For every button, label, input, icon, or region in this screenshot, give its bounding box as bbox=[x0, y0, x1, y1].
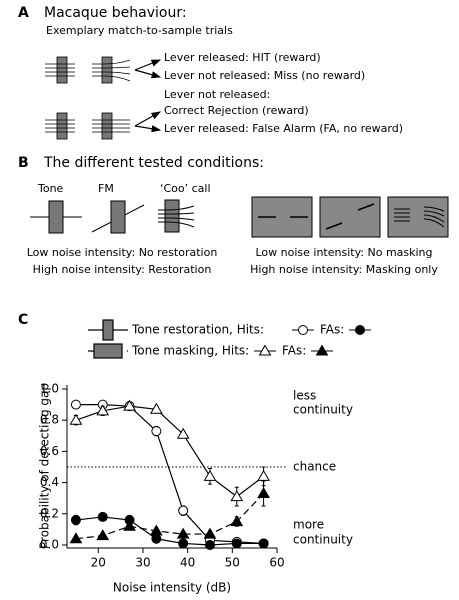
data-point bbox=[178, 538, 189, 549]
stimulus-label: ‘Coo’ call bbox=[160, 182, 211, 195]
x-tick-label: 20 bbox=[91, 556, 106, 570]
note: High noise intensity: Restoration bbox=[33, 263, 212, 276]
data-point bbox=[123, 399, 136, 411]
outcome: Correct Rejection (reward) bbox=[164, 104, 309, 117]
y-tick-label: 0.8 bbox=[40, 413, 59, 427]
outcome: Lever released: HIT (reward) bbox=[164, 51, 321, 64]
note: Low noise intensity: No restoration bbox=[27, 246, 218, 259]
annotation: less bbox=[293, 389, 316, 403]
data-point bbox=[203, 527, 217, 539]
x-tick-label: 30 bbox=[135, 556, 150, 570]
panel-title: Macaque behaviour: bbox=[44, 5, 187, 21]
series-line bbox=[75, 405, 264, 498]
arrows bbox=[134, 59, 162, 133]
legend-marker bbox=[258, 344, 272, 356]
x-tick-label: 60 bbox=[269, 556, 284, 570]
panel-label: B bbox=[18, 155, 29, 171]
panel-label: A bbox=[18, 5, 29, 21]
outcome: Lever not released: bbox=[164, 88, 270, 101]
data-point bbox=[231, 538, 242, 549]
panel-label: C bbox=[18, 312, 28, 328]
legend-label: Tone restoration, Hits: bbox=[131, 323, 264, 337]
legend-marker bbox=[298, 325, 308, 335]
note: High noise intensity: Masking only bbox=[250, 263, 438, 276]
data-point bbox=[230, 515, 244, 527]
stimulus-icons bbox=[45, 56, 131, 140]
outcome: Lever released: False Alarm (FA, no rewa… bbox=[164, 122, 403, 135]
note: Low noise intensity: No masking bbox=[255, 246, 432, 259]
panel-subtitle: Exemplary match-to-sample trials bbox=[46, 24, 233, 37]
data-point bbox=[149, 402, 163, 414]
legend-label: FAs: bbox=[282, 344, 306, 358]
y-axis-label: Probability of detecting gap bbox=[38, 383, 52, 549]
annotation: chance bbox=[293, 460, 336, 474]
panel-title: The different tested conditions: bbox=[43, 155, 264, 171]
x-tick-label: 40 bbox=[180, 556, 195, 570]
annotation: continuity bbox=[293, 403, 353, 417]
data-point bbox=[176, 527, 190, 539]
data-point bbox=[151, 426, 162, 437]
data-point bbox=[151, 533, 162, 544]
x-tick-label: 50 bbox=[225, 556, 240, 570]
data-point bbox=[70, 399, 81, 410]
annotation: continuity bbox=[293, 533, 353, 547]
data-point bbox=[69, 532, 83, 544]
outcome: Lever not released: Miss (no reward) bbox=[164, 69, 365, 82]
y-tick-label: 1.0 bbox=[40, 382, 59, 396]
data-point bbox=[258, 538, 269, 549]
legend-marker bbox=[355, 325, 365, 335]
legend-label: Tone masking, Hits: bbox=[131, 344, 249, 358]
data-point bbox=[203, 469, 217, 481]
legend-marker bbox=[315, 344, 329, 356]
annotation: more bbox=[293, 518, 324, 532]
data-point bbox=[176, 427, 190, 439]
data-point bbox=[97, 511, 108, 522]
stimulus-label: Tone bbox=[37, 182, 64, 195]
data-point bbox=[230, 490, 244, 502]
data-point bbox=[123, 519, 136, 531]
legend-icons bbox=[88, 319, 128, 359]
x-axis-label: Noise intensity (dB) bbox=[113, 581, 231, 595]
y-tick-label: 0.2 bbox=[40, 506, 59, 520]
data-point bbox=[70, 515, 81, 526]
stimulus-icons bbox=[30, 196, 449, 238]
data-point bbox=[69, 413, 83, 425]
y-tick-label: 0.0 bbox=[40, 538, 59, 552]
data-point bbox=[204, 540, 215, 550]
data-point bbox=[257, 469, 270, 481]
data-point bbox=[178, 505, 189, 516]
data-point bbox=[149, 524, 163, 536]
data-point bbox=[96, 404, 110, 416]
stimulus-label: FM bbox=[98, 182, 114, 195]
y-tick-label: 0.6 bbox=[40, 444, 59, 458]
legend-label: FAs: bbox=[320, 323, 344, 337]
data-point bbox=[257, 487, 270, 499]
y-tick-label: 0.4 bbox=[40, 475, 59, 489]
data-point bbox=[96, 529, 110, 541]
